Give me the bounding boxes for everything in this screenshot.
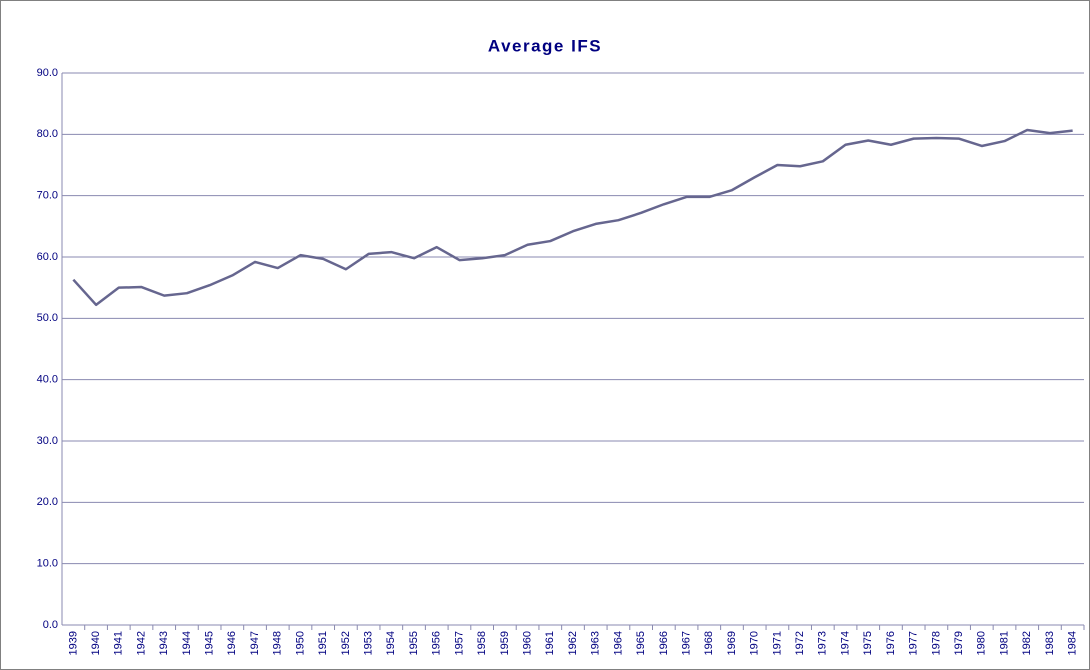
x-tick-label: 1973 (817, 631, 829, 655)
x-tick-label: 1977 (908, 631, 920, 655)
x-tick-label: 1942 (135, 631, 147, 655)
x-tick-label: 1962 (567, 631, 579, 655)
x-tick-label: 1979 (953, 631, 965, 655)
y-tick-label: 0.0 (43, 619, 58, 631)
x-tick-label: 1969 (726, 631, 738, 655)
x-tick-label: 1939 (67, 631, 79, 655)
x-tick-label: 1945 (204, 631, 216, 655)
x-tick-label: 1978 (930, 631, 942, 655)
y-tick-label: 40.0 (37, 374, 58, 386)
x-tick-label: 1964 (612, 631, 624, 655)
x-tick-label: 1944 (181, 631, 193, 655)
y-tick-label: 70.0 (37, 190, 58, 202)
x-tick-label: 1971 (771, 631, 783, 655)
y-tick-label: 80.0 (37, 128, 58, 140)
x-tick-label: 1982 (1021, 631, 1033, 655)
y-tick-label: 50.0 (37, 312, 58, 324)
x-tick-label: 1957 (453, 631, 465, 655)
y-tick-label: 30.0 (37, 435, 58, 447)
x-tick-label: 1954 (385, 631, 397, 655)
x-tick-label: 1958 (476, 631, 488, 655)
x-tick-label: 1941 (113, 631, 125, 655)
x-tick-label: 1970 (749, 631, 761, 655)
y-tick-label: 60.0 (37, 251, 58, 263)
x-tick-label: 1948 (272, 631, 284, 655)
x-tick-label: 1947 (249, 631, 261, 655)
x-tick-label: 1976 (885, 631, 897, 655)
y-tick-label: 10.0 (37, 558, 58, 570)
chart-title: Average IFS (488, 36, 602, 55)
x-tick-label: 1983 (1044, 631, 1056, 655)
x-tick-label: 1975 (862, 631, 874, 655)
x-tick-label: 1968 (703, 631, 715, 655)
x-tick-label: 1960 (521, 631, 533, 655)
x-tick-label: 1952 (340, 631, 352, 655)
x-tick-label: 1943 (158, 631, 170, 655)
x-tick-label: 1974 (839, 631, 851, 655)
x-tick-label: 1953 (363, 631, 375, 655)
line (72, 128, 1073, 307)
x-tick-label: 1984 (1067, 631, 1079, 655)
x-tick-label: 1965 (635, 631, 647, 655)
x-tick-label: 1967 (680, 631, 692, 655)
x-tick-label: 1956 (431, 631, 443, 655)
y-tick-label: 20.0 (37, 496, 58, 508)
x-tick-label: 1951 (317, 631, 329, 655)
x-tick-label: 1959 (499, 631, 511, 655)
x-tick-label: 1955 (408, 631, 420, 655)
x-tick-label: 1981 (998, 631, 1010, 655)
x-tick-label: 1940 (90, 631, 102, 655)
y-tick-label: 90.0 (37, 67, 58, 79)
x-tick-label: 1980 (976, 631, 988, 655)
x-tick-label: 1963 (590, 631, 602, 655)
x-tick-label: 1961 (544, 631, 556, 655)
x-tick-label: 1966 (658, 631, 670, 655)
x-tick-label: 1946 (226, 631, 238, 655)
x-tick-label: 1950 (294, 631, 306, 655)
x-tick-label: 1972 (794, 631, 806, 655)
